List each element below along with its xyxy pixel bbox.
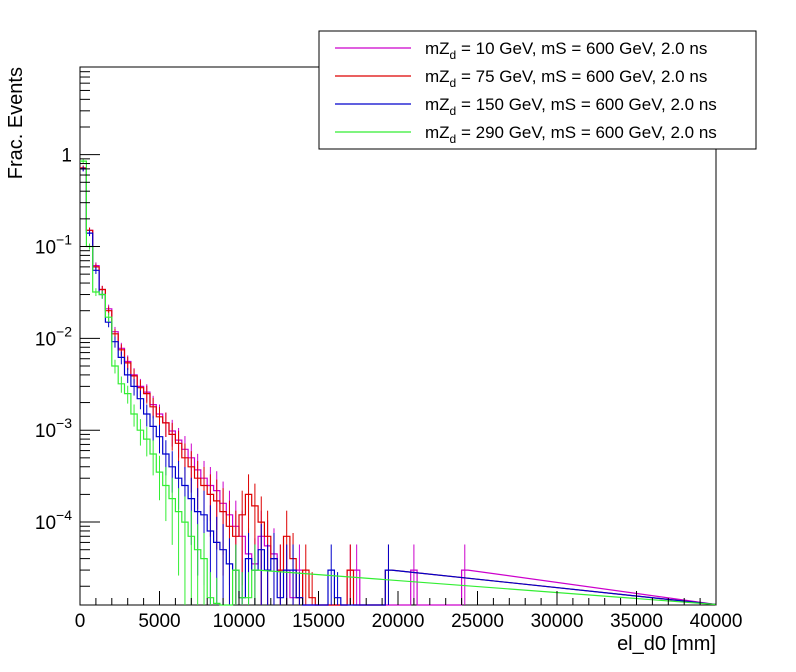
y-axis-title: Frac. Events xyxy=(5,67,27,179)
legend-entry-0: mZd = 10 GeV, mS = 600 GeV, 2.0 ns xyxy=(335,39,707,62)
x-tick-label: 35000 xyxy=(610,611,663,632)
series-3 xyxy=(80,158,717,606)
legend-box xyxy=(318,30,757,150)
series-0 xyxy=(80,166,717,606)
y-tick-label: 10−4 xyxy=(35,507,72,534)
y-tick-label: 10−2 xyxy=(35,323,72,350)
x-tick-label: 25000 xyxy=(451,611,504,632)
x-tick-label: 5000 xyxy=(138,611,180,632)
y-tick-label: 10−1 xyxy=(35,231,72,258)
x-tick-label: 10000 xyxy=(213,611,266,632)
y-tick-label: 10−3 xyxy=(35,415,72,442)
legend-label: mZd = 290 GeV, mS = 600 GeV, 2.0 ns xyxy=(425,123,717,146)
x-tick-label: 15000 xyxy=(292,611,345,632)
legend-label: mZd = 75 GeV, mS = 600 GeV, 2.0 ns xyxy=(425,67,707,90)
legend-entry-2: mZd = 150 GeV, mS = 600 GeV, 2.0 ns xyxy=(335,95,717,118)
series-2 xyxy=(80,166,717,606)
x-tick-label: 30000 xyxy=(531,611,584,632)
x-tick-label: 0 xyxy=(75,611,86,632)
legend-entry-1: mZd = 75 GeV, mS = 600 GeV, 2.0 ns xyxy=(335,67,707,90)
series-1 xyxy=(80,165,717,606)
series-0-histogram-line xyxy=(80,168,717,606)
legend-label: mZd = 10 GeV, mS = 600 GeV, 2.0 ns xyxy=(425,39,707,62)
legend: mZd = 10 GeV, mS = 600 GeV, 2.0 ns mZd = … xyxy=(318,30,757,150)
x-tick-label: 40000 xyxy=(690,611,743,632)
axes: 0 5000 10000 15000 20000 25000 30000 35000 40000… xyxy=(35,66,743,632)
series-1-histogram-line xyxy=(80,167,717,606)
legend-entry-3: mZd = 290 GeV, mS = 600 GeV, 2.0 ns xyxy=(335,123,717,146)
x-axis-title: el_d0 [mm] xyxy=(617,633,716,655)
histogram-series xyxy=(80,158,717,606)
y-tick-label: 1 xyxy=(61,146,72,167)
legend-label: mZd = 150 GeV, mS = 600 GeV, 2.0 ns xyxy=(425,95,717,118)
series-2-histogram-line xyxy=(80,168,717,606)
series-3-histogram-line xyxy=(80,160,717,606)
x-tick-label: 20000 xyxy=(372,611,425,632)
